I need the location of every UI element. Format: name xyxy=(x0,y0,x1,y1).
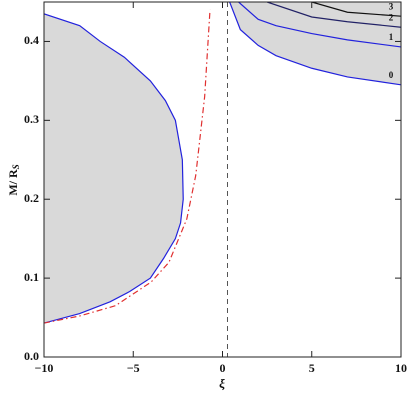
curve xyxy=(44,9,211,324)
x-axis-label: ξ xyxy=(219,376,225,391)
curve-label: 3 xyxy=(389,1,394,11)
curve xyxy=(311,2,401,17)
curve-label: 2 xyxy=(389,12,394,22)
y-tick-label: 0.1 xyxy=(24,270,39,284)
shaded-region xyxy=(44,13,184,324)
x-tick-label: −10 xyxy=(35,361,54,375)
y-label-main: M/ R xyxy=(6,169,20,196)
x-tick-label: −5 xyxy=(127,361,140,375)
plot-area xyxy=(44,2,401,357)
curve-label: 0 xyxy=(389,70,394,80)
y-tick-label: 0.0 xyxy=(24,349,39,363)
curve xyxy=(266,2,401,28)
y-tick-label: 0.3 xyxy=(24,112,39,126)
y-tick-label: 0.4 xyxy=(24,33,39,47)
y-tick-label: 0.2 xyxy=(24,191,39,205)
curve xyxy=(238,2,401,48)
x-tick-label: 10 xyxy=(395,361,407,375)
curve xyxy=(229,2,401,86)
curve-label: 1 xyxy=(389,32,394,42)
y-label-subscript: S xyxy=(11,164,21,169)
x-tick-label: 0 xyxy=(220,361,226,375)
y-axis-label: M/ RS xyxy=(6,164,21,195)
x-tick-label: 5 xyxy=(309,361,315,375)
curve xyxy=(44,13,184,324)
